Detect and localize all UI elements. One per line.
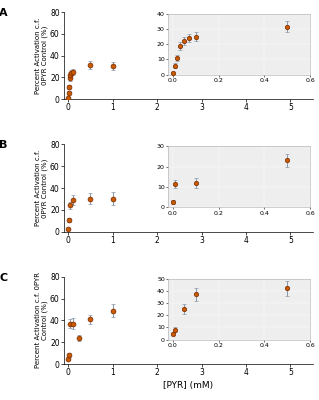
Text: B: B <box>0 140 7 150</box>
Text: C: C <box>0 272 7 282</box>
Text: [PYR] (mM): [PYR] (mM) <box>163 381 213 390</box>
Text: A: A <box>0 8 8 18</box>
Y-axis label: Percent Activation c.f.
0PYR Control (%): Percent Activation c.f. 0PYR Control (%) <box>35 18 48 94</box>
Y-axis label: Percent Activation c.f.
0PYR Control (%): Percent Activation c.f. 0PYR Control (%) <box>35 150 48 226</box>
Y-axis label: Percent Activation c.f. 0PYR
Control (%): Percent Activation c.f. 0PYR Control (%) <box>35 272 48 368</box>
